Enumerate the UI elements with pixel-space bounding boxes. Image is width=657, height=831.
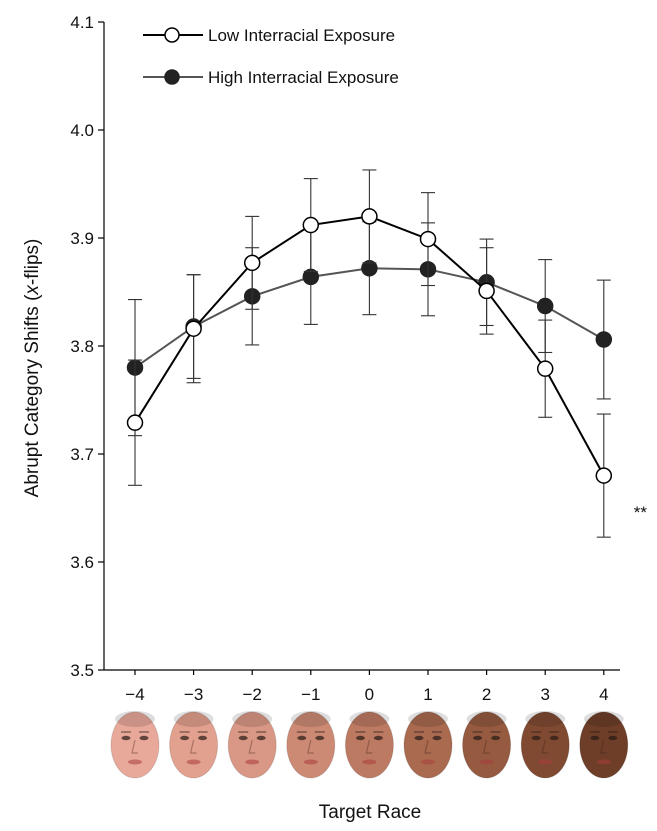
legend-label-low: Low Interracial Exposure: [208, 26, 395, 45]
faces-row: [110, 711, 629, 779]
axes: [103, 22, 620, 671]
legend-item-low: Low Interracial Exposure: [143, 26, 395, 45]
face-photo-icon: [286, 711, 336, 779]
x-tick-label: −1: [301, 685, 320, 704]
data-point: [419, 230, 437, 248]
y-tick-label: 3.9: [70, 229, 94, 248]
x-axis-title: Target Race: [319, 802, 421, 823]
face-photo-icon: [462, 711, 512, 779]
x-tick-label: 2: [482, 685, 491, 704]
x-tick-label: 3: [540, 685, 549, 704]
data-point: [595, 331, 613, 348]
x-tick-label: −4: [125, 685, 144, 704]
y-axis-title: Abrupt Category Shifts (x-flips): [22, 239, 43, 498]
data-point: [536, 360, 554, 377]
face-photo-icon: [579, 711, 629, 779]
annotation-layer: **: [634, 503, 648, 522]
face-photo-icon: [227, 711, 277, 779]
legend-marker-high: [164, 69, 180, 85]
y-tick-label: 3.7: [70, 445, 94, 464]
x-tick-label: −2: [243, 685, 262, 704]
face-photo-icon: [403, 711, 453, 779]
face-photo-icon: [344, 711, 394, 779]
data-point: [302, 216, 320, 234]
y-tick-label: 3.5: [70, 661, 94, 680]
data-point: [361, 208, 378, 225]
data-point: [478, 282, 495, 300]
y-tick-label: 4.0: [70, 121, 94, 140]
x-tick-label: 1: [423, 685, 432, 704]
face-photo-icon: [520, 711, 570, 779]
data-point: [243, 254, 261, 272]
y-tick-label: 4.1: [70, 13, 94, 32]
x-tick-label: −3: [184, 685, 203, 704]
series-layer: [126, 169, 613, 538]
data-point: [595, 467, 613, 484]
data-point: [536, 297, 554, 315]
face-photo-icon: [110, 711, 160, 779]
legend: Low Interracial Exposure High Interracia…: [143, 26, 399, 87]
data-point: [126, 414, 144, 431]
x-ticks: −4 −3 −2 −1 0 1 2 3 4: [125, 670, 609, 704]
y-tick-label: 3.8: [70, 337, 94, 356]
legend-marker-low: [164, 27, 180, 43]
x-tick-label: 0: [365, 685, 374, 704]
significance-annotation: **: [634, 503, 648, 522]
face-photo-icon: [169, 711, 219, 779]
legend-label-high: High Interracial Exposure: [208, 68, 399, 87]
y-ticks: 3.5 3.6 3.7 3.8 3.9 4.0 4.1: [70, 13, 104, 680]
series-0: [126, 169, 613, 538]
data-point: [185, 320, 202, 337]
legend-item-high: High Interracial Exposure: [143, 68, 399, 87]
y-tick-label: 3.6: [70, 553, 94, 572]
x-tick-label: 4: [599, 685, 608, 704]
